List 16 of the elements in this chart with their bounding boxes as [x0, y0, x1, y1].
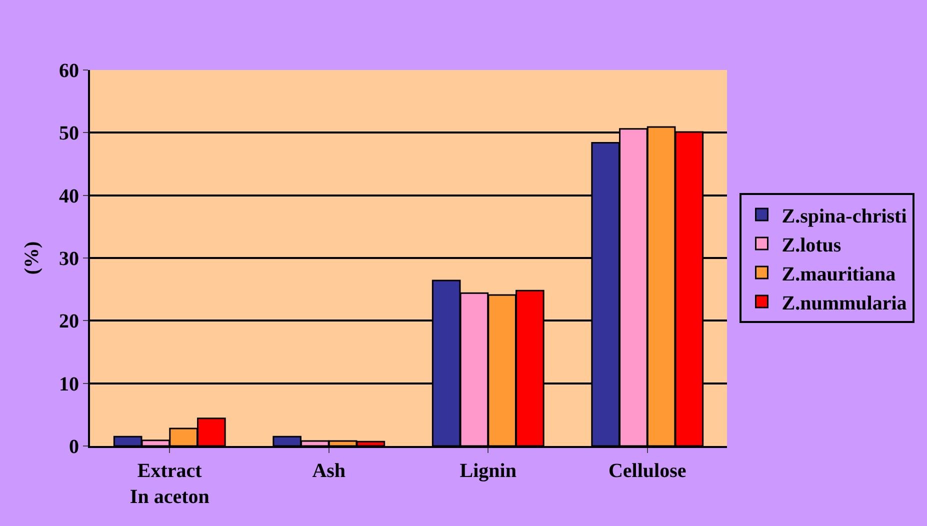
y-tick-label: 20 — [59, 310, 79, 333]
x-tick-label: Extract In aceton — [130, 460, 210, 508]
legend-label: Z.spina-christi — [782, 205, 908, 228]
y-tick-label: 0 — [69, 436, 79, 458]
y-tick-label: 10 — [59, 373, 79, 396]
legend-label: Z.nummularia — [782, 292, 907, 314]
y-tick-label: 30 — [59, 248, 79, 270]
y-tick-label: 50 — [59, 122, 79, 145]
x-tick-label: Cellulose — [608, 460, 686, 482]
x-tick-label: Ash — [312, 460, 346, 482]
legend-label: Z.mauritiana — [782, 263, 896, 286]
y-tick-label: 40 — [59, 185, 79, 208]
legend-label: Z.lotus — [782, 234, 842, 256]
y-tick-label: 60 — [59, 60, 79, 82]
x-tick-label: Lignin — [460, 460, 516, 482]
y-axis-title: (%) — [21, 241, 43, 275]
